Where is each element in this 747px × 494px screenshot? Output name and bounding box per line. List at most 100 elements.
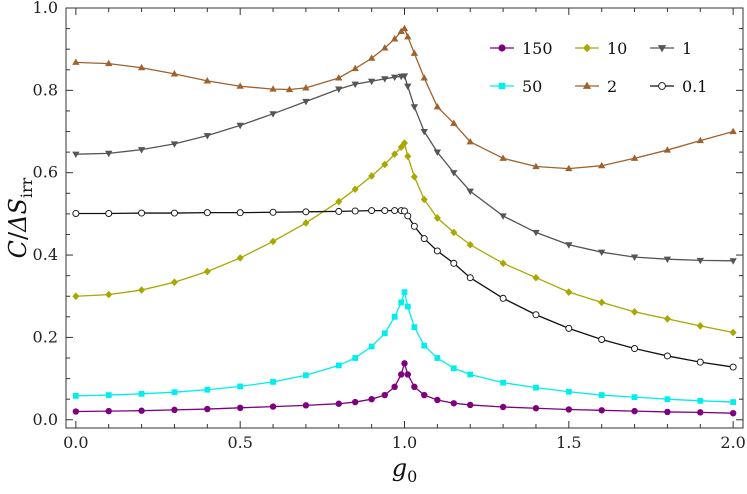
data-point: [236, 122, 244, 130]
data-point: [565, 288, 573, 296]
data-point: [433, 102, 442, 110]
x-axis-label: g0: [392, 454, 418, 486]
data-point: [466, 137, 474, 145]
data-point: [381, 207, 389, 215]
data-point: [598, 298, 606, 307]
data-point: [285, 85, 294, 93]
data-point: [368, 207, 376, 215]
data-point: [466, 274, 474, 282]
data-point: [410, 222, 418, 230]
data-point: [466, 188, 474, 196]
legend-swatch-marker: [582, 81, 592, 89]
data-point: [565, 242, 573, 249]
data-point: [630, 254, 639, 261]
data-point: [630, 154, 639, 161]
legend-label: 50: [522, 77, 542, 96]
data-point: [696, 322, 704, 330]
y-tick-label: 0.4: [33, 245, 58, 264]
legend-item: 1: [650, 39, 692, 58]
data-point: [467, 371, 474, 378]
data-point: [663, 315, 671, 323]
legend-item: 50: [490, 77, 542, 96]
data-point: [401, 289, 408, 295]
legend-swatch-marker: [657, 45, 667, 53]
legend-label: 1: [682, 39, 692, 58]
data-point: [236, 254, 244, 262]
data-point: [269, 403, 277, 410]
data-point: [499, 294, 507, 302]
legend-label: 10: [607, 39, 627, 58]
data-point: [499, 259, 507, 268]
data-point: [400, 73, 409, 80]
data-point: [105, 392, 112, 398]
data-point: [434, 396, 441, 404]
data-point: [401, 207, 408, 215]
legend-swatch-marker: [658, 82, 666, 90]
data-point: [433, 247, 441, 255]
data-point: [421, 342, 428, 349]
data-point: [450, 259, 458, 267]
data-point: [598, 249, 606, 257]
series-150: [72, 360, 737, 417]
data-point: [269, 85, 277, 92]
data-point: [368, 343, 375, 350]
data-point: [302, 98, 310, 106]
data-point: [450, 400, 457, 407]
data-point: [410, 49, 419, 56]
data-point: [203, 133, 211, 140]
series-2: [72, 24, 737, 172]
data-point: [598, 161, 606, 169]
data-point: [696, 257, 704, 265]
data-point: [138, 407, 145, 414]
data-point: [398, 299, 405, 306]
data-point: [171, 406, 178, 414]
data-point: [631, 345, 639, 353]
data-point: [335, 362, 342, 369]
data-point: [532, 311, 540, 319]
data-point: [400, 139, 409, 147]
legend-swatch-marker: [498, 44, 506, 52]
x-tick-label: 0.5: [227, 433, 252, 452]
data-point: [729, 409, 737, 417]
data-point: [72, 292, 80, 301]
data-point: [269, 208, 277, 216]
data-point: [351, 185, 359, 194]
data-point: [631, 407, 638, 415]
data-point: [391, 313, 398, 320]
series-line: [75, 141, 734, 334]
data-point: [663, 256, 672, 264]
data-point: [105, 209, 113, 217]
data-point: [381, 44, 389, 51]
data-point: [631, 394, 638, 400]
x-tick-label: 0.0: [63, 433, 88, 452]
data-point: [404, 371, 411, 378]
data-point: [381, 76, 389, 83]
data-point: [499, 403, 507, 411]
data-point: [598, 335, 606, 343]
data-point: [335, 74, 343, 81]
y-tick-label: 1.0: [33, 0, 58, 17]
data-point: [269, 237, 277, 246]
data-point: [729, 258, 737, 265]
data-point: [500, 379, 506, 386]
data-point: [420, 128, 428, 136]
data-point: [390, 74, 399, 82]
data-point: [72, 408, 80, 415]
data-point: [269, 111, 277, 118]
data-point: [598, 407, 605, 414]
data-point: [398, 371, 405, 378]
data-point: [270, 379, 276, 385]
data-point: [171, 389, 178, 396]
y-axis-label: C/ΔSirr: [4, 177, 36, 258]
data-point: [391, 383, 398, 391]
data-point: [351, 64, 359, 72]
data-point: [352, 355, 359, 361]
data-point: [105, 407, 112, 415]
data-point: [138, 209, 146, 217]
data-point: [236, 404, 244, 412]
data-point: [137, 147, 146, 154]
data-point: [729, 328, 737, 337]
data-point: [351, 207, 359, 215]
data-point: [450, 119, 458, 126]
data-point: [404, 303, 411, 310]
